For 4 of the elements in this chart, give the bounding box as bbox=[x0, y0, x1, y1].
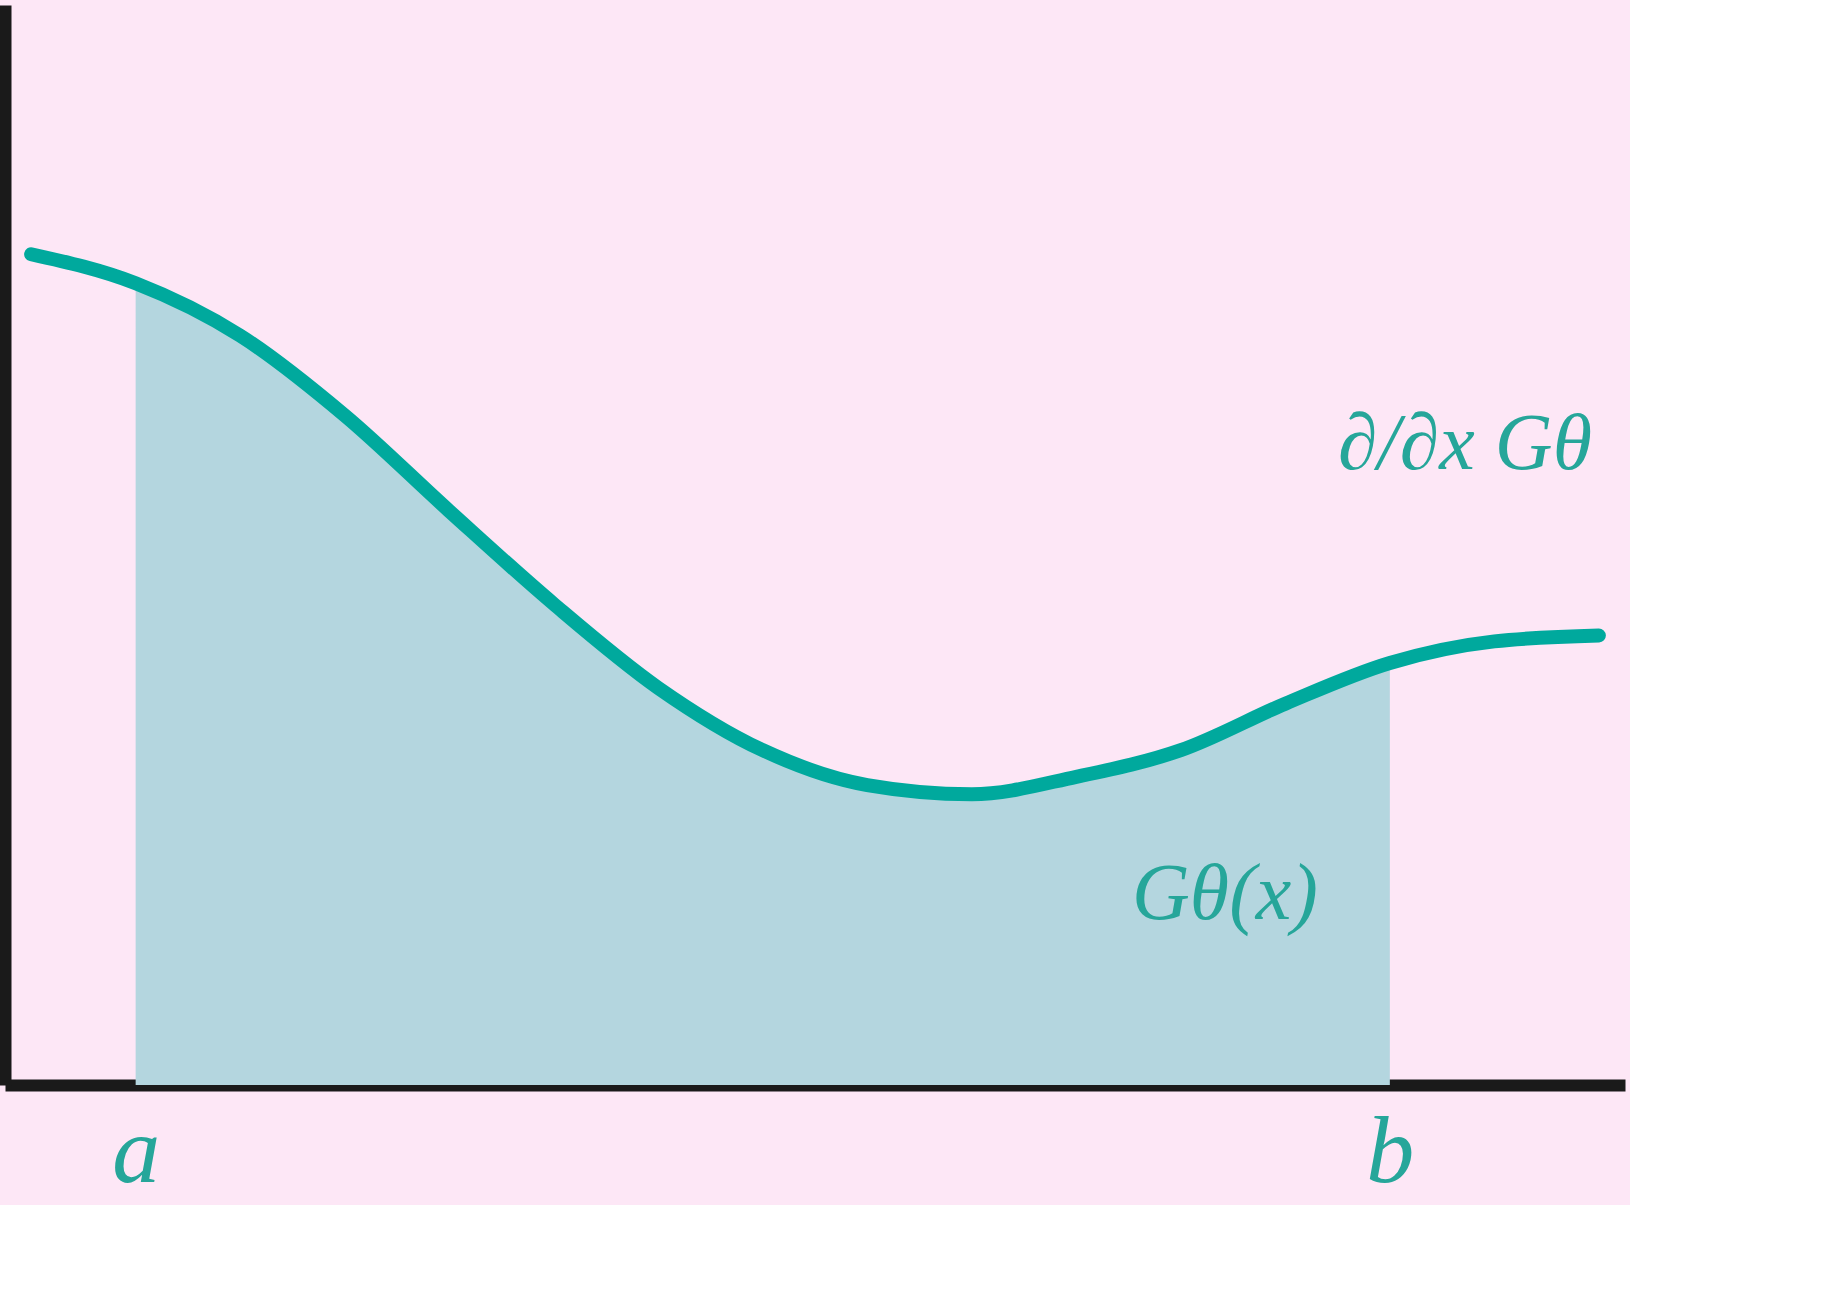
annotation: ∂/∂x Gθ bbox=[1338, 398, 1592, 486]
annotation: Gθ(x) bbox=[1132, 848, 1318, 937]
x-tick-label: a bbox=[112, 1095, 161, 1203]
x-tick-label: b bbox=[1366, 1095, 1415, 1203]
